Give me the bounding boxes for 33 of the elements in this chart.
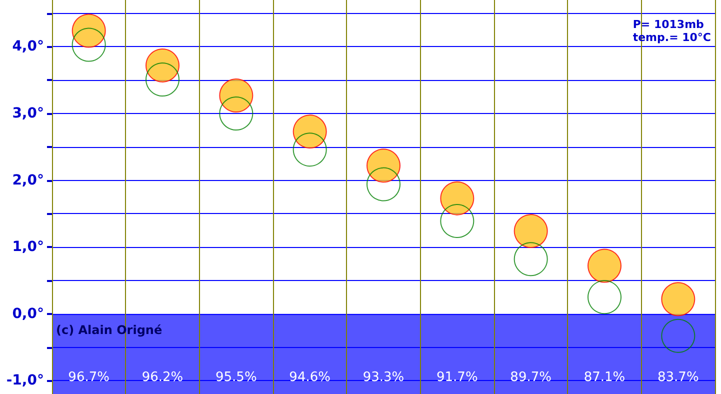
point — [588, 248, 622, 283]
point — [440, 181, 474, 216]
point — [588, 280, 622, 314]
point — [146, 48, 180, 82]
y-tick-label: 4,0° — [12, 38, 44, 55]
point — [72, 28, 106, 62]
y-tick-label: -1,0° — [6, 372, 44, 389]
y-tick-label: 0,0° — [12, 306, 44, 322]
point — [661, 318, 696, 353]
y-tick-label: 1,0° — [12, 239, 44, 256]
point — [661, 282, 696, 316]
x-tick-label: 96.2% — [142, 370, 184, 385]
point — [219, 78, 254, 112]
point — [514, 214, 548, 248]
x-tick-label: 94.6% — [289, 370, 330, 385]
x-tick-label: 95.5% — [216, 370, 257, 385]
point — [292, 132, 327, 167]
y-tick-label: 2,0° — [12, 172, 44, 188]
x-tick-label: 93.3% — [362, 370, 404, 385]
point — [219, 96, 254, 131]
point — [366, 167, 400, 202]
x-tick-label: 91.7% — [436, 370, 478, 385]
point — [514, 242, 548, 276]
point — [72, 14, 106, 48]
x-tick-label: 83.7% — [658, 370, 699, 385]
x-tick-label: 87.1% — [584, 370, 626, 385]
point — [146, 62, 180, 96]
y-tick-label: 3,0° — [12, 106, 44, 122]
point — [440, 204, 474, 238]
x-tick-label: 96.7% — [68, 370, 110, 385]
point — [366, 148, 400, 183]
point — [292, 114, 327, 149]
x-tick-label: 89.7% — [510, 370, 552, 385]
